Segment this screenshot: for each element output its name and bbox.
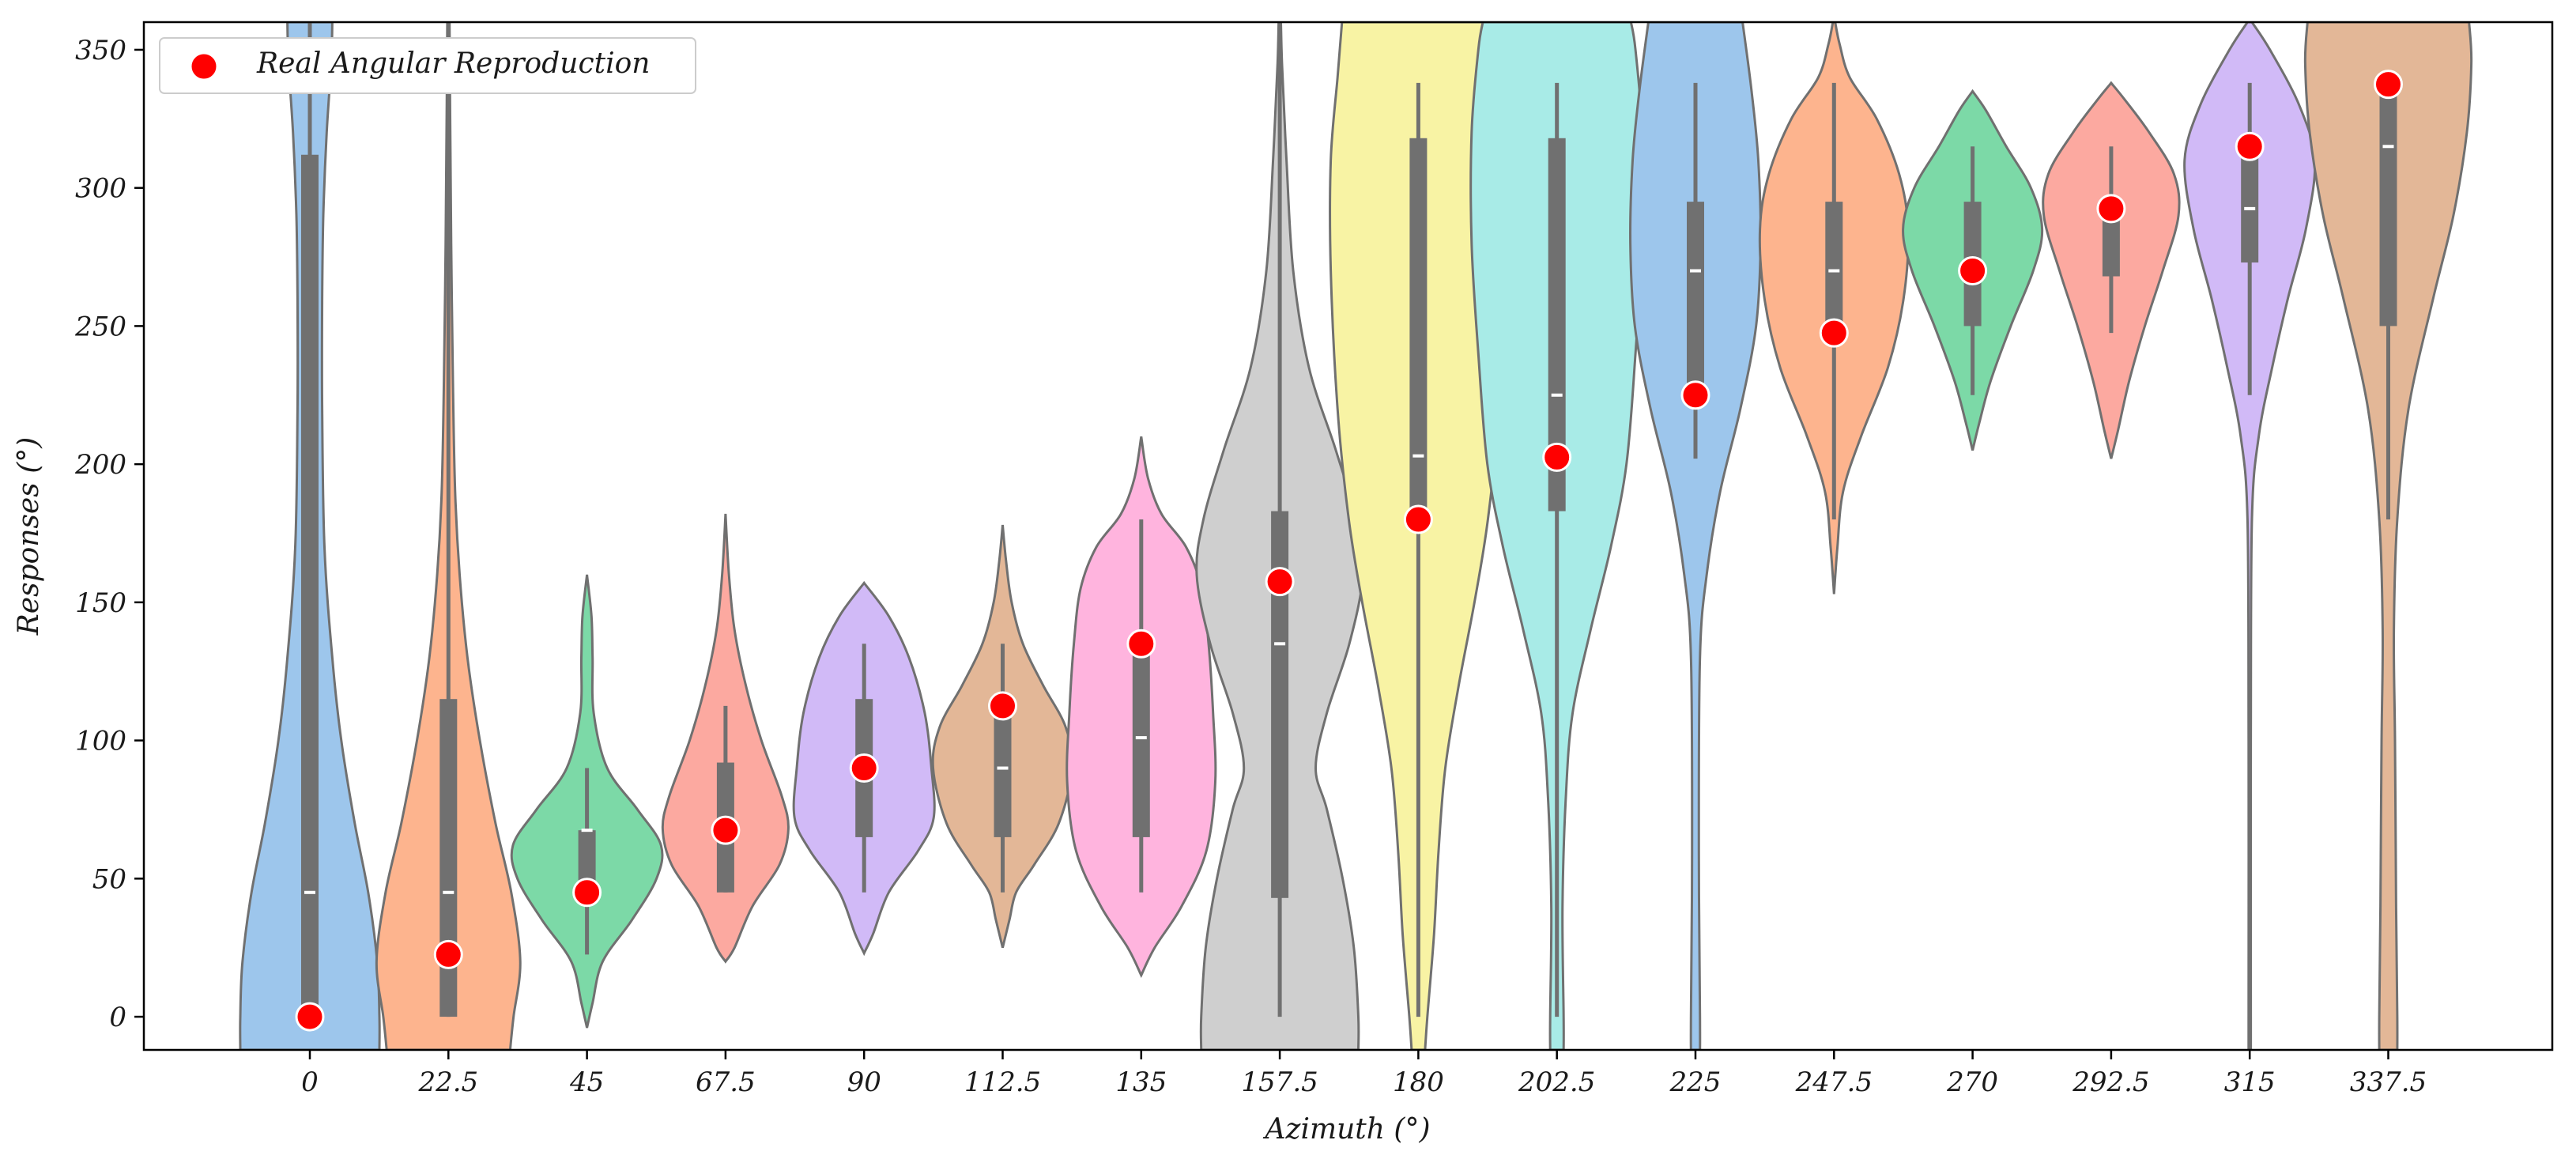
real-marker-90 <box>849 753 879 783</box>
median-337.5 <box>2382 145 2394 149</box>
median-202.5 <box>1551 393 1563 397</box>
iqr-box-337.5 <box>2379 82 2397 327</box>
iqr-box-157.5 <box>1271 511 1289 898</box>
real-marker-225 <box>1680 380 1710 410</box>
y-axis-label: Responses (°) <box>13 437 45 636</box>
x-tick-label: 180 <box>1393 1067 1444 1098</box>
x-tick-label: 157.5 <box>1241 1067 1318 1098</box>
x-tick-label: 67.5 <box>696 1067 756 1098</box>
iqr-box-247.5 <box>1825 202 1843 334</box>
real-marker-337.5 <box>2374 70 2403 100</box>
median-22.5 <box>443 890 454 894</box>
plot-frame <box>142 21 2554 1051</box>
real-marker-292.5 <box>2096 194 2126 224</box>
real-marker-0 <box>295 1002 325 1032</box>
y-tick-label: 350 <box>75 35 126 66</box>
median-112.5 <box>997 766 1009 770</box>
violin-315 <box>2183 22 2317 1050</box>
x-tick-label: 315 <box>2224 1067 2276 1098</box>
x-tick-label: 292.5 <box>2072 1067 2149 1098</box>
x-tick-label: 337.5 <box>2350 1067 2427 1098</box>
x-tick-label: 270 <box>1946 1067 1998 1098</box>
iqr-box-22.5 <box>439 699 458 1017</box>
real-marker-135 <box>1126 629 1156 659</box>
box-group <box>301 22 2397 1017</box>
y-tick-label: 0 <box>109 1002 126 1033</box>
x-tick-label: 0 <box>301 1067 319 1098</box>
violin-225 <box>1629 22 1762 1050</box>
iqr-box-225 <box>1687 202 1704 395</box>
legend-marker <box>189 51 219 81</box>
x-axis-label: Azimuth (°) <box>1263 1113 1431 1146</box>
x-tick-label: 202.5 <box>1518 1067 1595 1098</box>
iqr-box-202.5 <box>1548 138 1566 512</box>
y-tick-label: 250 <box>74 311 126 342</box>
x-tick-label: 112.5 <box>964 1067 1041 1098</box>
real-marker-202.5 <box>1542 442 1572 472</box>
legend-box <box>159 37 696 94</box>
x-tick-label: 135 <box>1115 1067 1167 1098</box>
real-marker-157.5 <box>1265 567 1295 597</box>
legend: Real Angular Reproduction <box>159 37 696 94</box>
iqr-box-315 <box>2241 146 2259 263</box>
median-225 <box>1690 269 1701 273</box>
median-135 <box>1135 736 1147 740</box>
y-tick-label: 50 <box>92 863 126 895</box>
real-marker-180 <box>1403 504 1433 534</box>
y-tick-label: 150 <box>75 587 126 619</box>
iqr-box-0 <box>301 154 319 1017</box>
real-marker-247.5 <box>1819 318 1849 348</box>
x-tick-label: 45 <box>569 1067 604 1098</box>
y-tick-label: 200 <box>74 449 126 481</box>
real-marker-45 <box>572 878 602 908</box>
y-axis: 0 50 100 150 200 250 300 350 <box>74 35 144 1033</box>
x-tick-label: 225 <box>1669 1067 1722 1098</box>
y-tick-label: 300 <box>75 173 126 205</box>
real-marker-67.5 <box>711 815 741 845</box>
median-0 <box>304 890 315 894</box>
real-marker-112.5 <box>988 691 1017 721</box>
x-tick-label: 22.5 <box>417 1067 478 1098</box>
legend-label: Real Angular Reproduction <box>256 47 650 80</box>
median-180 <box>1412 454 1424 458</box>
median-247.5 <box>1828 269 1840 273</box>
real-marker-315 <box>2235 131 2265 161</box>
median-315 <box>2244 206 2256 210</box>
x-axis: 0 22.5 45 67.5 90 112.5 135 157.5 180 202.5 225 247… <box>301 1050 2427 1098</box>
real-marker-270 <box>1958 256 1988 286</box>
y-tick-label: 100 <box>75 726 126 757</box>
iqr-box-135 <box>1132 644 1150 837</box>
x-tick-label: 247.5 <box>1795 1067 1873 1098</box>
x-tick-label: 90 <box>847 1067 881 1098</box>
median-45 <box>581 829 593 832</box>
median-157.5 <box>1274 642 1286 646</box>
violin-337.5 <box>2303 22 2473 1050</box>
iqr-box-180 <box>1409 138 1428 520</box>
real-marker-22.5 <box>433 939 463 969</box>
iqr-box-45 <box>578 830 596 893</box>
real-marker-group <box>295 70 2403 1032</box>
